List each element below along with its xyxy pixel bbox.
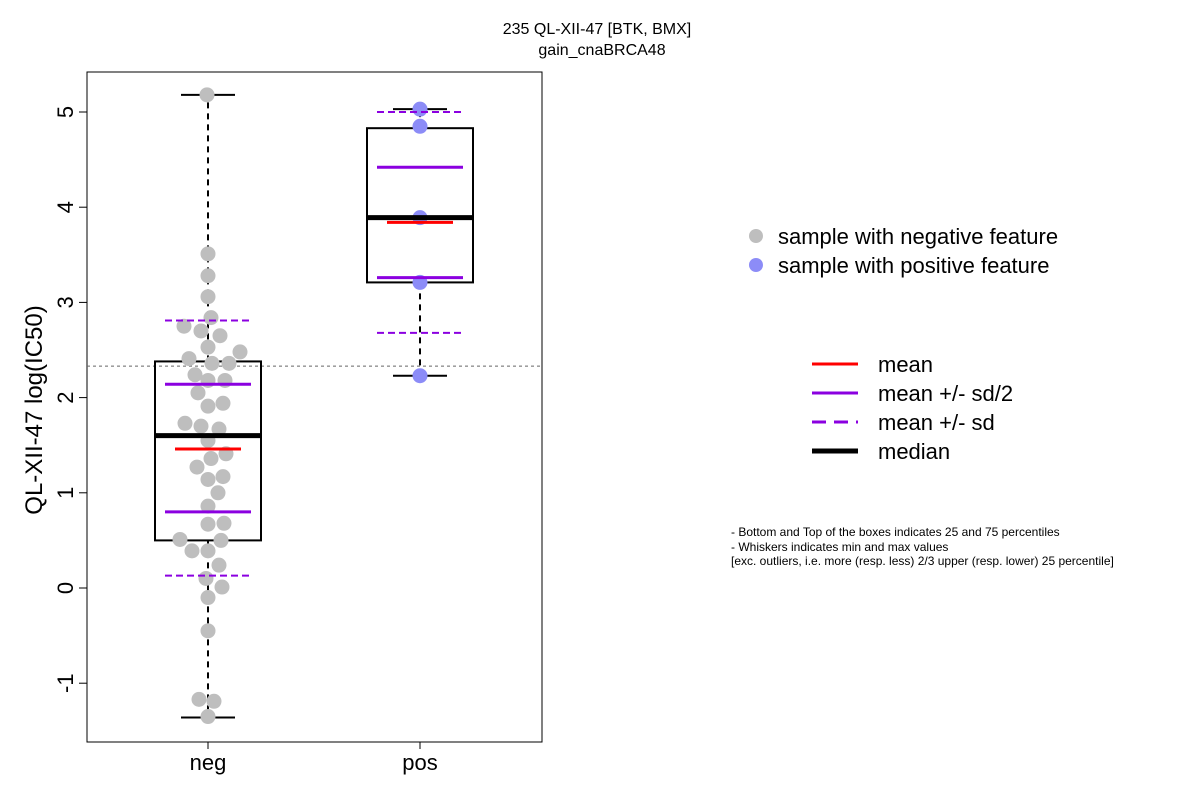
data-point [200,289,216,305]
data-point [203,451,219,467]
data-point [200,498,216,514]
data-point [177,415,193,431]
y-tick-label: 2 [53,391,78,403]
note-line: - Bottom and Top of the boxes indicates … [731,525,1060,539]
data-point [204,355,220,371]
y-tick-label: 0 [53,582,78,594]
data-point [213,532,229,548]
legend-line-label: mean +/- sd/2 [878,381,1013,406]
chart-subtitle: gain_cnaBRCA48 [538,42,665,59]
data-point [215,469,231,485]
x-tick-label: neg [190,750,227,775]
legend-line-label: mean [878,352,933,377]
data-point [211,557,227,573]
data-point [212,328,228,344]
chart-title: 235 QL-XII-47 [BTK, BMX] [503,21,692,38]
data-point [191,691,207,707]
data-point [198,570,214,586]
y-tick-label: 1 [53,487,78,499]
y-tick-label: 4 [53,201,78,213]
y-tick-label: 5 [53,106,78,118]
data-point [200,543,216,559]
plot-frame [86,71,543,743]
data-point [211,421,227,437]
data-point [200,398,216,414]
plot-area: -1 0 1 2 3 4 5 neg pos [53,71,543,775]
box [366,127,474,284]
y-axis-label: QL-XII-47 log(IC50) [21,305,48,514]
data-point [200,268,216,284]
data-point [412,368,428,384]
legend-line-label: median [878,439,950,464]
data-point [200,516,216,532]
data-point [210,485,226,501]
data-point [172,531,188,547]
data-point [221,355,237,371]
y-tick-label: -1 [53,673,78,693]
data-point [206,693,222,709]
data-point [200,709,216,725]
data-point [412,101,428,117]
y-tick-label: 3 [53,296,78,308]
data-point [412,118,428,134]
data-point [190,385,206,401]
legend: sample with negative feature sample with … [749,224,1058,464]
data-point [232,344,248,360]
data-point [200,246,216,262]
data-point [193,418,209,434]
data-point [176,318,192,334]
data-point [189,459,205,475]
data-point [200,471,216,487]
data-point [216,515,232,531]
data-point [200,590,216,606]
data-point [193,323,209,339]
legend-point-swatch [749,229,763,243]
legend-line-label: mean +/- sd [878,410,995,435]
data-point [199,87,215,103]
legend-point-label: sample with positive feature [778,253,1049,278]
data-point [181,351,197,367]
data-point [184,543,200,559]
legend-point-label: sample with negative feature [778,224,1058,249]
note-line: [exc. outliers, i.e. more (resp. less) 2… [731,554,1114,568]
note-line: - Whiskers indicates min and max values [731,540,948,554]
data-point [203,310,219,326]
legend-point-swatch [749,258,763,272]
data-point [200,623,216,639]
data-point [200,339,216,355]
x-tick-label: pos [402,750,437,775]
data-point [187,367,203,383]
data-point [215,395,231,411]
notes: - Bottom and Top of the boxes indicates … [731,525,1114,568]
data-point [214,579,230,595]
